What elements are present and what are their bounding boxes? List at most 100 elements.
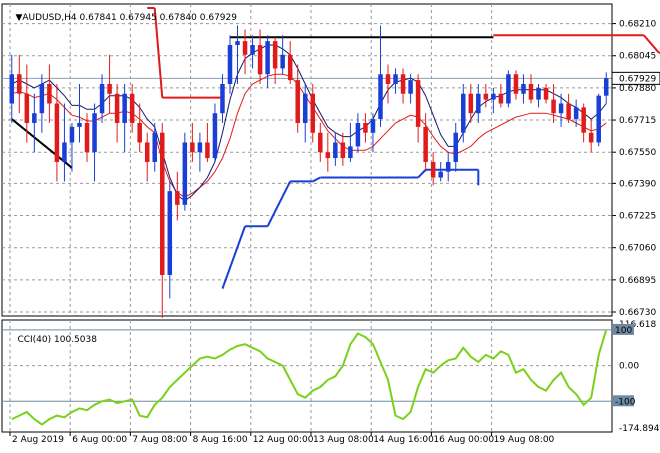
candle-body xyxy=(393,74,398,84)
candle-body xyxy=(182,142,188,205)
price-tick-label: 0.67880 xyxy=(619,84,656,94)
candle-body xyxy=(318,132,323,153)
candle-body xyxy=(483,93,489,100)
candle-body xyxy=(588,132,594,143)
candle-body xyxy=(528,84,534,100)
stop-line-blue xyxy=(417,169,427,179)
stop-line-red xyxy=(643,34,660,54)
candle-body xyxy=(160,132,165,275)
candle-body xyxy=(129,93,135,123)
candle-body xyxy=(114,93,120,123)
price-tick-label: 0.67550 xyxy=(619,148,656,158)
cci-zero-label: 0.00 xyxy=(619,362,639,372)
cci-panel-frame xyxy=(1,319,613,433)
cci-header: CCI(40) 100.5038 xyxy=(6,325,97,355)
price-tick-label: 0.68210 xyxy=(619,20,656,30)
candle-body xyxy=(242,41,248,55)
candle-body xyxy=(235,41,240,46)
date-tick-label: 6 Aug 00:00 xyxy=(72,435,127,445)
candle-body xyxy=(468,93,474,114)
candle-body xyxy=(77,122,82,127)
candle-body xyxy=(513,74,519,94)
candle-body xyxy=(363,122,368,133)
candle-body xyxy=(385,74,391,84)
cci-bottom-label: -174.8944 xyxy=(619,424,660,434)
candle-body xyxy=(137,122,142,143)
candle-body xyxy=(408,80,413,94)
stop-line-red xyxy=(153,7,164,98)
date-tick-label: 2 Aug 2019 xyxy=(12,435,64,445)
candle-body xyxy=(17,74,22,94)
candle-body xyxy=(491,93,496,100)
candle-body xyxy=(348,146,353,159)
candle-body xyxy=(197,142,203,153)
candle-body xyxy=(536,87,541,100)
triangle-down-icon: ▼ xyxy=(15,13,23,23)
candle-body xyxy=(415,80,421,127)
candle-body xyxy=(167,191,173,275)
candle-body xyxy=(39,84,45,114)
candle-body xyxy=(310,93,316,133)
candle-body xyxy=(325,152,331,159)
candle-body xyxy=(272,41,278,69)
date-tick-label: 13 Aug 08:00 xyxy=(313,435,374,445)
price-tick-label: 0.67390 xyxy=(619,179,656,189)
price-tick-label: 0.68045 xyxy=(619,52,656,62)
candle-body xyxy=(212,113,218,159)
candle-body xyxy=(596,95,601,143)
candle-body xyxy=(24,93,30,123)
candle-body xyxy=(175,191,180,205)
cci-top-label: 116.618 xyxy=(619,320,656,330)
ohlc-label: 0.67841 0.67945 0.67840 0.67929 xyxy=(79,13,237,23)
candle-body xyxy=(265,41,270,75)
candle-body xyxy=(69,126,75,143)
price-tick-label: 0.67225 xyxy=(619,212,656,222)
date-tick-label: 14 Aug 16:00 xyxy=(373,435,434,445)
trendline xyxy=(11,118,73,169)
price-tick-label: 0.67060 xyxy=(619,244,656,254)
candle-body xyxy=(603,78,609,96)
candle-body xyxy=(99,84,105,114)
price-tick-label: 0.66730 xyxy=(619,308,656,318)
cci-lower-level-label: -100 xyxy=(615,397,636,407)
candle-body xyxy=(227,45,233,84)
candle-body xyxy=(461,93,466,133)
chart-header: ▼AUDUSD,H4 0.67841 0.67945 0.67840 0.679… xyxy=(4,3,237,33)
candle-body xyxy=(506,74,511,104)
candle-body xyxy=(122,93,127,123)
candle-body xyxy=(295,80,300,123)
candle-body xyxy=(62,142,67,162)
moving-average-red-line xyxy=(11,73,607,198)
price-tick-label: 0.66895 xyxy=(619,276,656,286)
candle-body xyxy=(423,126,428,162)
candle-body xyxy=(302,93,308,123)
candle-body xyxy=(378,74,383,120)
candle-body xyxy=(340,142,346,159)
symbol-label: AUDUSD,H4 xyxy=(22,13,77,23)
candle-body xyxy=(54,103,60,162)
price-tag-box xyxy=(611,71,660,85)
candle-body xyxy=(430,161,436,178)
candle-body xyxy=(551,99,556,114)
candle-body xyxy=(287,54,293,81)
date-tick-label: 12 Aug 00:00 xyxy=(253,435,314,445)
cci-lower-level-label-box xyxy=(612,395,634,407)
candle-body xyxy=(257,45,263,75)
stop-line-blue xyxy=(312,176,321,183)
date-tick-label: 16 Aug 00:00 xyxy=(433,435,494,445)
candle-body xyxy=(84,122,90,153)
candle-body xyxy=(107,84,112,94)
price-tag-label: 0.67929 xyxy=(619,74,656,84)
candle-body xyxy=(190,142,195,153)
candle-body xyxy=(445,161,451,172)
price-panel-frame xyxy=(1,3,613,317)
candle-body xyxy=(370,119,376,133)
candle-body xyxy=(280,54,285,69)
cci-line xyxy=(11,329,608,426)
price-tick-label: 0.67715 xyxy=(619,116,656,126)
candle-body xyxy=(92,113,97,153)
cci-label: CCI(40) 100.5038 xyxy=(17,335,97,345)
candle-body xyxy=(438,171,443,178)
candle-body xyxy=(573,107,579,120)
